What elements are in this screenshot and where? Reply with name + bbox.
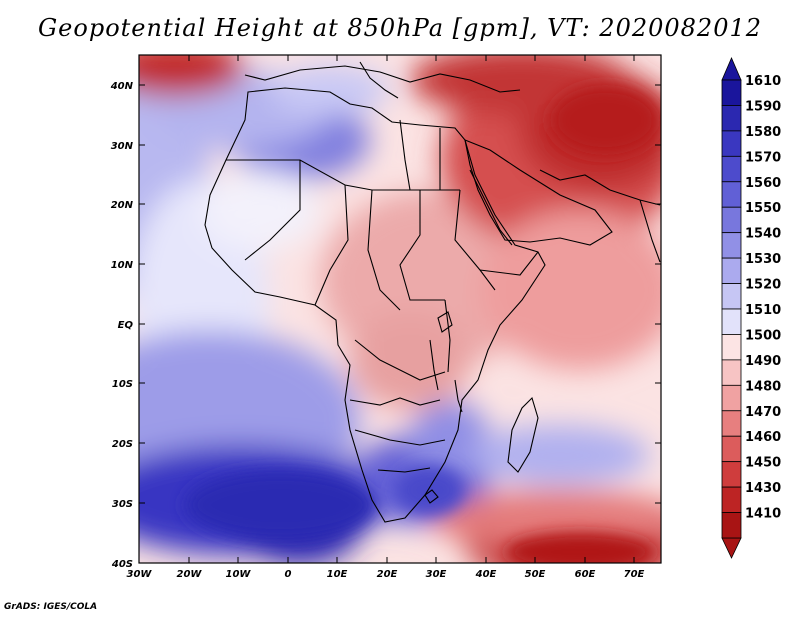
lat-label: 40N — [110, 81, 134, 92]
colorbar-bottom-arrow — [721, 537, 742, 559]
lon-label: 40E — [475, 569, 497, 580]
colorbar-label: 1520 — [745, 278, 781, 293]
lat-label: 10S — [112, 379, 133, 390]
colorbar-label: 1570 — [745, 150, 781, 165]
lat-label: 40S — [111, 559, 133, 570]
colorbar-swatch — [721, 334, 742, 361]
colorbar-label: 1590 — [745, 99, 781, 114]
plot-frame — [138, 54, 662, 564]
axis-ticks — [138, 55, 661, 563]
lon-label: 10W — [226, 569, 252, 580]
colorbar-label: 1540 — [745, 227, 781, 242]
colorbar-swatch — [721, 512, 742, 539]
colorbar-swatch — [721, 130, 742, 157]
colorbar-label: 1450 — [745, 456, 781, 471]
lon-label: 20E — [377, 569, 398, 580]
lat-label: 30N — [111, 141, 134, 152]
map-title: Geopotential Height at 850hPa [gpm], VT:… — [38, 14, 762, 42]
colorbar-label: 1610 — [745, 74, 781, 89]
colorbar-label: 1530 — [745, 252, 781, 267]
colorbar-swatch — [721, 155, 742, 183]
colorbar-swatch — [721, 283, 742, 310]
colorbar-label: 1430 — [745, 481, 781, 496]
colorbar-swatch — [721, 461, 742, 488]
lon-label: 30W — [127, 569, 153, 580]
colorbar-swatch — [721, 79, 742, 106]
lon-label: 0 — [285, 569, 292, 580]
colorbar: 1610 1590 1580 1570 1560 1550 1540 1530 1520 1510… — [721, 56, 781, 559]
colorbar-swatch — [721, 308, 742, 335]
colorbar-label: 1550 — [745, 201, 781, 216]
colorbar-swatch — [721, 257, 742, 284]
colorbar-label: 1560 — [745, 176, 781, 191]
height-field — [139, 55, 661, 563]
lon-label: 70E — [624, 569, 645, 580]
lon-label: 20W — [177, 569, 203, 580]
lat-label: 30S — [112, 499, 133, 510]
lat-label: EQ — [118, 320, 134, 331]
colorbar-label: 1410 — [745, 507, 781, 522]
lat-label: 10N — [111, 260, 134, 271]
colorbar-label: 1580 — [745, 125, 781, 140]
lat-label: 20S — [112, 439, 133, 450]
grads-credit: GrADS: IGES/COLA — [4, 602, 98, 612]
colorbar-label: 1510 — [745, 303, 781, 318]
lon-label: 60E — [575, 569, 596, 580]
colorbar-label: 1460 — [745, 430, 781, 445]
colorbar-swatch — [721, 206, 742, 234]
colorbar-label: 1500 — [745, 328, 781, 343]
lat-label: 20N — [111, 200, 134, 211]
colorbar-swatch — [721, 359, 742, 386]
colorbar-swatch — [721, 232, 742, 259]
lon-label: 10E — [327, 569, 348, 580]
colorbar-label: 1470 — [745, 405, 781, 420]
lon-label: 50E — [525, 569, 546, 580]
longitude-labels: 30W 20W 10W 0 10E 20E 30E 40E 50E 60E 70… — [127, 569, 645, 580]
colorbar-label: 1480 — [745, 379, 781, 394]
colorbar-swatch — [721, 410, 742, 437]
lon-label: 30E — [426, 569, 447, 580]
colorbar-swatch — [721, 181, 742, 208]
coastlines — [204, 61, 661, 523]
colorbar-label: 1490 — [745, 354, 781, 369]
colorbar-swatch — [721, 435, 742, 463]
colorbar-swatch — [721, 384, 742, 412]
latitude-labels: 40N 30N 20N 10N EQ 10S 20S 30S 40S — [110, 81, 134, 570]
colorbar-swatch — [721, 105, 742, 132]
colorbar-swatch — [721, 486, 742, 513]
colorbar-top-arrow — [721, 56, 742, 81]
